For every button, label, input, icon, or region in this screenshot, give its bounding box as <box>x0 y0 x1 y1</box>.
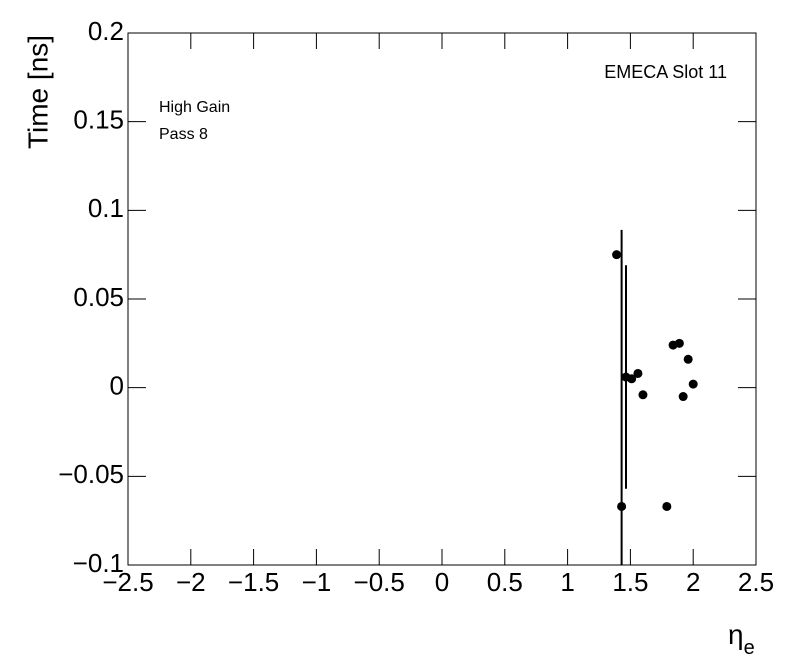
annotation: High Gain <box>159 99 230 116</box>
data-point <box>674 338 684 348</box>
y-axis-title: Time [ns] <box>22 35 53 149</box>
x-axis-title: ηe <box>728 619 755 659</box>
x-tick-label: 2 <box>686 567 700 597</box>
data-point <box>638 390 648 400</box>
y-tick-label: −0.05 <box>58 459 124 489</box>
x-axis-symbol: η <box>728 619 744 650</box>
data-point <box>633 368 643 378</box>
annotation: Pass 8 <box>159 126 208 143</box>
x-tick-label: −1.5 <box>228 567 279 597</box>
x-tick-label: 1.5 <box>612 567 648 597</box>
x-axis-subscript: e <box>744 637 755 659</box>
x-tick-label: 0.5 <box>487 567 523 597</box>
data-point <box>688 379 698 389</box>
y-tick-label: 0.1 <box>88 193 124 223</box>
x-tick-label: −1 <box>302 567 332 597</box>
y-tick-label: 0 <box>110 371 124 401</box>
y-tick-label: 0.05 <box>73 282 124 312</box>
x-tick-label: −2.5 <box>102 567 153 597</box>
x-tick-label: 1 <box>560 567 574 597</box>
x-tick-label: 0 <box>435 567 449 597</box>
x-tick-label: 2.5 <box>738 567 774 597</box>
data-point <box>627 374 637 384</box>
data-point <box>678 392 688 402</box>
x-tick-label: −0.5 <box>354 567 405 597</box>
data-point <box>617 501 627 511</box>
y-tick-label: 0.2 <box>88 16 124 46</box>
annotation: EMECA Slot 11 <box>604 62 727 82</box>
x-tick-label: −2 <box>176 567 206 597</box>
data-point <box>683 354 693 364</box>
y-tick-label: 0.15 <box>73 105 124 135</box>
data-point <box>612 250 622 260</box>
y-tick-label: −0.1 <box>73 548 124 578</box>
data-point <box>662 501 672 511</box>
